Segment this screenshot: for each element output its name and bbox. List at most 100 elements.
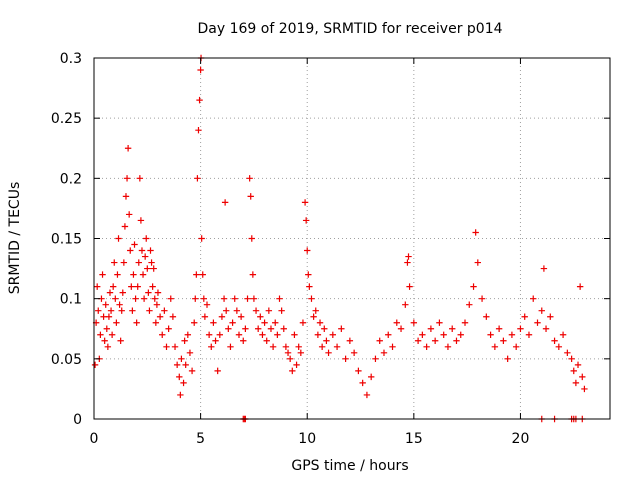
data-point xyxy=(414,337,422,344)
data-point xyxy=(342,355,349,363)
data-point xyxy=(376,337,383,344)
data-point xyxy=(346,337,354,344)
data-point xyxy=(440,331,447,338)
data-point xyxy=(436,319,443,326)
data-point xyxy=(453,337,460,344)
data-point xyxy=(235,331,243,338)
data-point xyxy=(184,331,192,338)
data-point xyxy=(191,319,198,326)
data-point xyxy=(308,295,315,302)
data-point xyxy=(259,331,266,338)
data-point xyxy=(301,199,309,206)
data-point xyxy=(555,343,563,350)
data-point xyxy=(244,295,251,302)
data-point xyxy=(276,295,283,302)
data-point xyxy=(504,355,511,363)
data-point xyxy=(404,259,411,266)
data-point xyxy=(397,325,405,332)
data-point xyxy=(517,325,524,332)
data-point xyxy=(470,283,477,290)
data-point xyxy=(237,313,245,320)
data-point xyxy=(291,331,298,338)
data-point xyxy=(154,289,162,296)
data-point xyxy=(195,127,202,134)
axis-ticks: 0 0.05 0.1 0.15 0.2 0.25 0.3 0 5 10 15 20 xyxy=(51,51,610,447)
y-tick-label: 0 xyxy=(73,412,82,428)
x-tick-label: 10 xyxy=(298,431,316,447)
data-point xyxy=(201,313,209,320)
data-point xyxy=(248,235,255,242)
data-point xyxy=(483,313,490,320)
data-point xyxy=(581,385,588,393)
data-point xyxy=(93,283,101,290)
data-point xyxy=(169,313,177,320)
data-point xyxy=(534,319,541,326)
data-point xyxy=(579,373,586,381)
data-point xyxy=(227,343,234,350)
data-point xyxy=(114,271,121,278)
data-point xyxy=(530,295,537,302)
data-point xyxy=(521,313,528,320)
data-point xyxy=(551,337,558,344)
y-tick-label: 0.15 xyxy=(51,232,82,248)
data-point xyxy=(310,313,317,320)
data-point xyxy=(105,313,113,320)
data-point xyxy=(200,295,208,302)
data-point xyxy=(112,295,119,302)
data-point xyxy=(419,331,426,338)
data-point xyxy=(405,253,412,260)
data-point xyxy=(500,337,507,344)
data-point xyxy=(321,325,328,332)
data-point xyxy=(163,343,170,350)
y-tick-label: 0.3 xyxy=(60,51,82,67)
data-point xyxy=(231,295,238,302)
data-point xyxy=(284,349,292,357)
data-point xyxy=(136,175,144,182)
y-tick-label: 0.1 xyxy=(60,292,82,308)
data-point xyxy=(218,313,226,320)
data-point xyxy=(159,331,166,338)
data-point xyxy=(295,343,302,350)
data-point xyxy=(225,325,232,332)
data-point xyxy=(338,325,345,332)
data-point xyxy=(272,319,279,326)
data-point xyxy=(103,325,110,332)
data-point xyxy=(525,331,533,338)
data-point xyxy=(457,331,464,338)
data-point xyxy=(180,379,187,387)
data-point xyxy=(106,289,114,296)
data-point xyxy=(193,271,200,278)
data-point xyxy=(570,367,577,375)
data-point xyxy=(306,283,313,290)
data-point xyxy=(389,343,396,350)
data-point xyxy=(491,343,499,350)
data-point xyxy=(149,283,156,290)
data-point xyxy=(167,295,174,302)
data-point xyxy=(198,235,205,242)
data-point xyxy=(576,283,584,290)
data-point xyxy=(196,96,203,104)
data-point xyxy=(107,307,115,314)
data-point xyxy=(138,247,146,254)
data-point xyxy=(221,199,229,206)
data-point xyxy=(461,319,469,326)
data-point xyxy=(145,289,152,296)
data-point xyxy=(220,295,228,302)
data-point xyxy=(104,343,112,350)
data-point xyxy=(323,337,330,344)
data-point xyxy=(144,265,151,272)
data-point xyxy=(208,343,215,350)
data-point xyxy=(363,391,371,399)
data-point xyxy=(108,331,116,338)
data-point xyxy=(140,295,148,302)
data-point xyxy=(372,355,379,363)
data-point xyxy=(216,331,224,338)
data-point xyxy=(188,367,196,375)
data-point xyxy=(314,331,322,338)
data-point xyxy=(116,301,123,308)
data-point xyxy=(474,259,482,266)
data-point xyxy=(280,325,287,332)
data-point xyxy=(133,319,140,326)
data-point xyxy=(91,361,99,369)
